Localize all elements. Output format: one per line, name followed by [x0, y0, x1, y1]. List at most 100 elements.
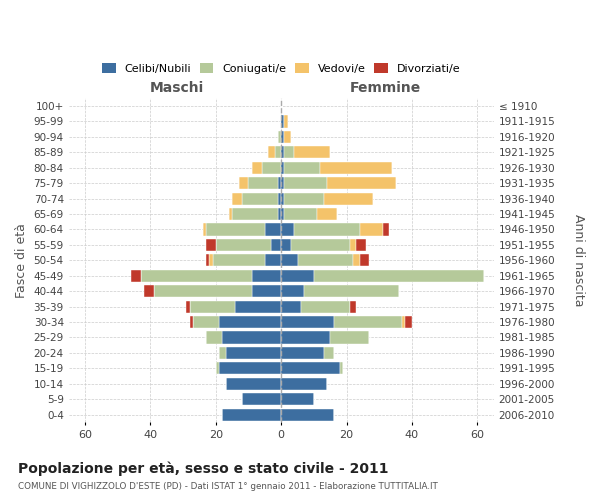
Bar — [383, 224, 389, 235]
Text: Femmine: Femmine — [350, 82, 421, 96]
Bar — [242, 393, 281, 405]
Bar — [154, 285, 252, 297]
Text: Maschi: Maschi — [149, 82, 203, 96]
Bar — [284, 208, 317, 220]
Bar — [223, 332, 281, 344]
Bar — [281, 224, 294, 235]
Bar — [314, 270, 484, 282]
Bar — [206, 332, 223, 344]
Bar — [284, 192, 324, 204]
Bar — [281, 177, 284, 189]
Bar — [281, 300, 301, 312]
Bar — [320, 162, 392, 174]
Bar — [281, 285, 304, 297]
Bar — [223, 408, 281, 420]
Bar — [304, 285, 399, 297]
Bar — [284, 131, 291, 143]
Bar — [284, 146, 294, 158]
Bar — [226, 347, 281, 359]
Bar — [281, 378, 327, 390]
Bar — [281, 332, 330, 344]
Bar — [330, 332, 370, 344]
Bar — [281, 347, 324, 359]
Bar — [281, 393, 314, 405]
Bar — [356, 239, 366, 251]
Y-axis label: Fasce di età: Fasce di età — [15, 223, 28, 298]
Bar — [252, 285, 281, 297]
Bar — [271, 239, 281, 251]
Bar — [281, 116, 284, 128]
Bar — [281, 162, 284, 174]
Bar — [235, 300, 281, 312]
Bar — [226, 378, 281, 390]
Bar — [281, 192, 284, 204]
Bar — [242, 192, 278, 204]
Y-axis label: Anni di nascita: Anni di nascita — [572, 214, 585, 306]
Bar — [275, 146, 281, 158]
Bar — [327, 177, 395, 189]
Bar — [144, 285, 154, 297]
Bar — [252, 162, 262, 174]
Bar — [252, 270, 281, 282]
Bar — [206, 254, 209, 266]
Bar — [281, 254, 298, 266]
Bar — [406, 316, 412, 328]
Bar — [359, 254, 370, 266]
Bar — [340, 362, 343, 374]
Bar — [265, 224, 281, 235]
Bar — [209, 254, 212, 266]
Bar — [281, 270, 314, 282]
Bar — [281, 239, 291, 251]
Bar — [281, 208, 284, 220]
Bar — [281, 131, 284, 143]
Bar — [301, 300, 350, 312]
Bar — [324, 347, 334, 359]
Bar — [232, 192, 242, 204]
Bar — [284, 116, 288, 128]
Bar — [281, 408, 334, 420]
Bar — [317, 208, 337, 220]
Bar — [291, 239, 350, 251]
Bar — [131, 270, 140, 282]
Bar — [232, 208, 278, 220]
Bar — [187, 300, 190, 312]
Bar — [193, 316, 219, 328]
Bar — [353, 254, 359, 266]
Bar — [350, 300, 356, 312]
Bar — [206, 224, 265, 235]
Bar — [216, 239, 271, 251]
Bar — [281, 362, 340, 374]
Bar — [278, 131, 281, 143]
Bar — [359, 224, 383, 235]
Bar — [216, 362, 219, 374]
Bar — [229, 208, 232, 220]
Bar — [350, 239, 356, 251]
Bar — [190, 316, 193, 328]
Bar — [190, 300, 235, 312]
Bar — [265, 254, 281, 266]
Bar — [278, 177, 281, 189]
Bar — [140, 270, 252, 282]
Bar — [206, 239, 216, 251]
Legend: Celibi/Nubili, Coniugati/e, Vedovi/e, Divorziati/e: Celibi/Nubili, Coniugati/e, Vedovi/e, Di… — [98, 58, 464, 78]
Bar — [402, 316, 406, 328]
Bar — [219, 347, 226, 359]
Bar — [284, 162, 320, 174]
Bar — [212, 254, 265, 266]
Bar — [262, 162, 281, 174]
Bar — [281, 316, 334, 328]
Bar — [334, 316, 402, 328]
Bar — [203, 224, 206, 235]
Bar — [219, 362, 281, 374]
Bar — [239, 177, 248, 189]
Bar — [248, 177, 278, 189]
Bar — [298, 254, 353, 266]
Bar — [294, 146, 330, 158]
Bar — [219, 316, 281, 328]
Text: Popolazione per età, sesso e stato civile - 2011: Popolazione per età, sesso e stato civil… — [18, 461, 389, 475]
Bar — [284, 177, 327, 189]
Bar — [324, 192, 373, 204]
Text: COMUNE DI VIGHIZZOLO D'ESTE (PD) - Dati ISTAT 1° gennaio 2011 - Elaborazione TUT: COMUNE DI VIGHIZZOLO D'ESTE (PD) - Dati … — [18, 482, 438, 491]
Bar — [281, 146, 284, 158]
Bar — [268, 146, 275, 158]
